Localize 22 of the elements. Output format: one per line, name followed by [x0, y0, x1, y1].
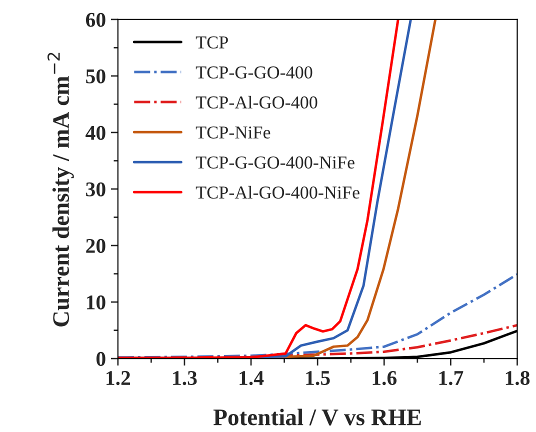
y-tick-label: 0 [96, 352, 106, 366]
y-tick-label: 60 [86, 12, 106, 27]
y-tick-label: 50 [86, 69, 106, 84]
y-axis-title: Current density / mA cm$^{−2}$ [47, 52, 74, 326]
x-tick-label: 1.7 [439, 371, 464, 386]
legend-label: TCP-Al-GO-400 [196, 96, 318, 109]
x-tick-label: 1.8 [506, 370, 530, 386]
y-tick-label: 10 [86, 295, 106, 310]
y-tick-label: 20 [86, 238, 106, 253]
x-tick-label: 1.3 [173, 371, 197, 386]
x-tick-label: 1.2 [106, 371, 130, 386]
legend-label: TCP-G-GO-400-NiFe [196, 156, 354, 169]
x-tick-label: 1.5 [306, 371, 330, 386]
legend-label: TCP-G-GO-400 [196, 66, 312, 79]
legend-label: TCP-Al-GO-400-NiFe [196, 186, 360, 199]
y-tick-label: 40 [86, 126, 106, 140]
y-tick-label: 30 [86, 182, 106, 196]
x-tick-label: 1.4 [240, 371, 264, 386]
legend-label: TCP [196, 36, 228, 49]
legend-label: TCP-NiFe [196, 126, 270, 139]
x-axis-title: Potential / V vs RHE [213, 408, 421, 426]
x-tick-label: 1.6 [372, 371, 397, 386]
